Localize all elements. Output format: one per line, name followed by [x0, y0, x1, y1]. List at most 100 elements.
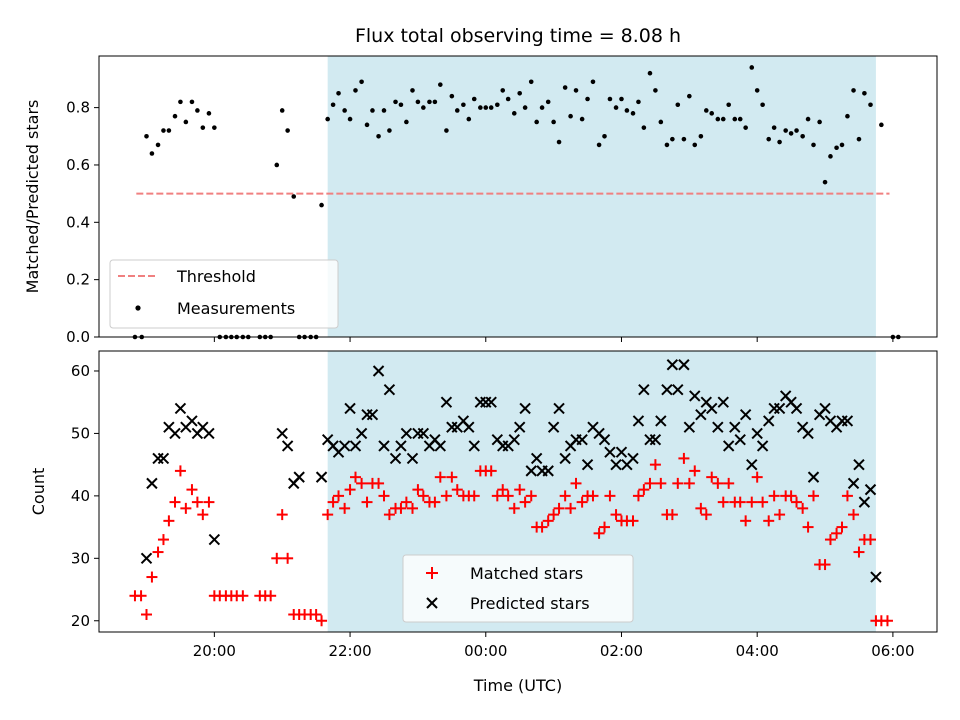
predicted-star-point: [722, 440, 735, 452]
measurement-point: [630, 111, 636, 116]
matched-star-point: [853, 546, 865, 558]
matched-star-point: [146, 571, 158, 583]
measurement-point: [749, 65, 755, 70]
matched-star-point: [508, 502, 520, 514]
matched-star-point: [644, 477, 656, 489]
matched-star-point: [536, 521, 548, 533]
matched-star-point: [468, 490, 480, 502]
matched-star-point: [339, 502, 351, 514]
predicted-star-point: [169, 427, 181, 440]
bottom-axes: 20 30 40 50 60 20:00 22:00 00:00 02:00 04:00 06:00: [71, 362, 915, 660]
measurement-point: [636, 99, 641, 105]
predicted-star-point: [666, 359, 679, 371]
predicted-star-point: [706, 402, 718, 415]
matched-star-point: [322, 509, 334, 521]
matched-star-point: [400, 496, 412, 508]
measurement-point: [381, 108, 387, 113]
predicted-star-point: [186, 415, 198, 427]
predicted-star-point: [802, 427, 814, 440]
predicted-star-point: [400, 427, 413, 440]
matched-star-point: [491, 490, 503, 502]
predicted-star-point: [372, 365, 385, 377]
measurement-point: [364, 122, 370, 128]
predicted-star-point: [513, 421, 526, 433]
matched-star-point: [152, 546, 164, 558]
matched-star-point: [649, 459, 661, 471]
predicted-star-point: [406, 452, 419, 465]
measurement-point: [766, 136, 772, 142]
predicted-star-point: [841, 415, 854, 427]
matched-star-point: [695, 502, 707, 514]
matched-star-point: [570, 477, 582, 489]
matched-star-point: [565, 502, 577, 514]
predicted-star-point: [281, 440, 294, 452]
measurement-point: [376, 133, 381, 139]
measurement-point: [602, 133, 607, 139]
matched-star-point: [791, 496, 803, 508]
x-tick-label: 00:00: [464, 642, 507, 660]
measurement-point: [370, 108, 375, 113]
matched-star-point: [356, 477, 368, 489]
measurement-point: [466, 116, 472, 122]
measurement-point: [619, 96, 624, 102]
x-tick-label: 06:00: [871, 642, 914, 660]
predicted-star-point: [729, 421, 741, 433]
measurement-point: [528, 79, 534, 85]
measurement-point: [670, 136, 675, 142]
matched-star-point: [542, 515, 554, 527]
measurement-point: [681, 136, 687, 142]
measurement-point: [754, 88, 760, 93]
matched-star-point: [271, 552, 283, 564]
measurement-point: [709, 111, 715, 116]
measurement-point: [200, 125, 206, 130]
matched-star-point: [824, 534, 836, 546]
predicted-star-point: [649, 433, 662, 446]
measurement-point: [279, 108, 285, 113]
matched-star-point: [548, 509, 560, 521]
measurement-point: [387, 128, 392, 133]
matched-star-point: [434, 471, 446, 483]
measurement-point: [319, 202, 324, 208]
matched-star-point: [180, 502, 192, 514]
measurement-point: [698, 133, 704, 139]
matched-star-point: [672, 477, 684, 489]
matched-star-point: [802, 521, 814, 533]
predicted-star-point: [763, 415, 775, 427]
matched-star-point: [502, 490, 514, 502]
bottom-count-panel: 20 30 40 50 60 20:00 22:00 00:00 02:00 04:00 06:00…: [29, 350, 938, 695]
legend-measurements-label: Measurements: [177, 299, 295, 318]
matched-star-point: [841, 490, 853, 502]
measurement-point: [805, 116, 811, 122]
measurement-point: [415, 99, 421, 105]
matched-star-point: [881, 615, 893, 627]
measurement-point: [517, 90, 522, 96]
measurement-point: [410, 88, 415, 93]
bottom-legend: Matched stars Predicted stars: [402, 554, 634, 623]
predicted-star-point: [870, 571, 882, 583]
measurement-point: [285, 128, 290, 133]
measurement-point: [568, 113, 573, 119]
matched-star-point: [282, 552, 294, 564]
predicted-star-point: [203, 427, 215, 440]
predicted-star-point: [819, 402, 831, 415]
matched-star-point: [559, 490, 571, 502]
predicted-star-point: [790, 402, 803, 415]
measurement-point: [353, 88, 358, 93]
predicted-star-point: [615, 446, 628, 458]
matched-star-point: [135, 590, 147, 602]
predicted-star-point: [576, 433, 588, 446]
matched-star-point: [406, 502, 418, 514]
measurement-point: [172, 113, 178, 119]
measurement-point: [291, 194, 297, 199]
predicted-star-point: [468, 440, 480, 452]
predicted-star-point: [678, 359, 690, 371]
predicted-star-point: [366, 408, 379, 421]
measurement-point: [800, 133, 805, 139]
matched-star-point: [344, 484, 356, 496]
predicted-star-point: [530, 452, 543, 465]
measurement-point: [427, 99, 432, 105]
matched-star-point: [751, 471, 763, 483]
predicted-star-point: [655, 415, 667, 427]
measurement-point: [737, 116, 743, 122]
measurement-point: [579, 116, 585, 122]
